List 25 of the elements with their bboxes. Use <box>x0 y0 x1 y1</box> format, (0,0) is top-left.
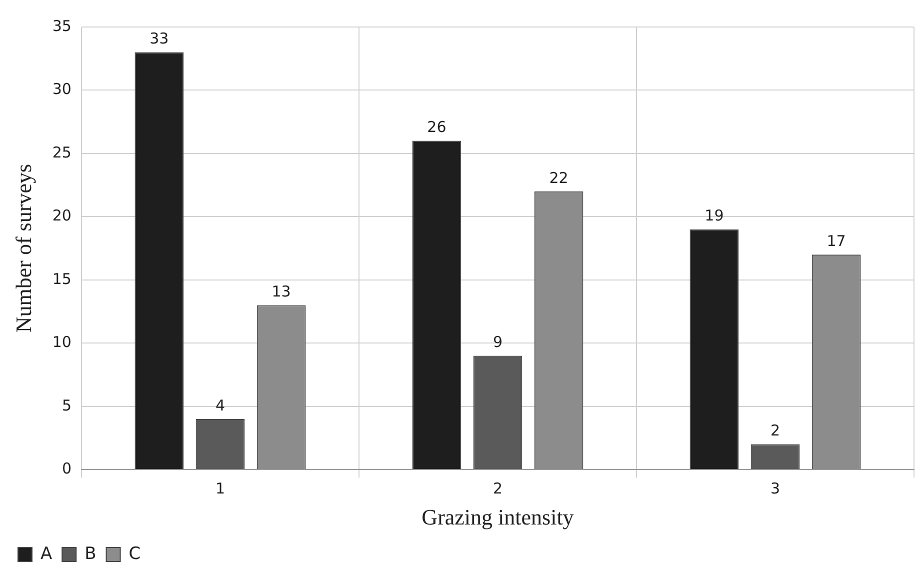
y-axis-title: Number of surveys <box>10 164 36 333</box>
data-label: 4 <box>215 396 226 414</box>
data-label: 13 <box>272 282 291 301</box>
x-axis-title: Grazing intensity <box>422 504 574 530</box>
x-tick-label: 2 <box>492 479 503 498</box>
data-label: 19 <box>704 206 724 225</box>
data-label: 33 <box>150 30 169 48</box>
y-tick-label: 0 <box>62 459 72 478</box>
x-tick-label: 1 <box>215 479 226 498</box>
y-tick-label: 5 <box>62 396 72 414</box>
data-label: 2 <box>770 422 780 440</box>
y-tick-label: 10 <box>52 333 72 352</box>
legend-label: B <box>84 544 96 564</box>
legend-label: C <box>128 544 141 564</box>
y-tick-label: 30 <box>52 80 72 98</box>
data-label: 26 <box>427 118 446 136</box>
y-tick-label: 20 <box>52 206 72 225</box>
x-tick-label: 3 <box>770 479 780 498</box>
y-tick-label: 35 <box>52 16 72 35</box>
data-label: 17 <box>826 232 846 250</box>
y-tick-label: 25 <box>52 143 72 162</box>
legend-label: A <box>40 544 52 564</box>
y-tick-label: 15 <box>52 270 72 288</box>
data-label: 22 <box>549 168 568 187</box>
data-label: 9 <box>492 333 503 352</box>
